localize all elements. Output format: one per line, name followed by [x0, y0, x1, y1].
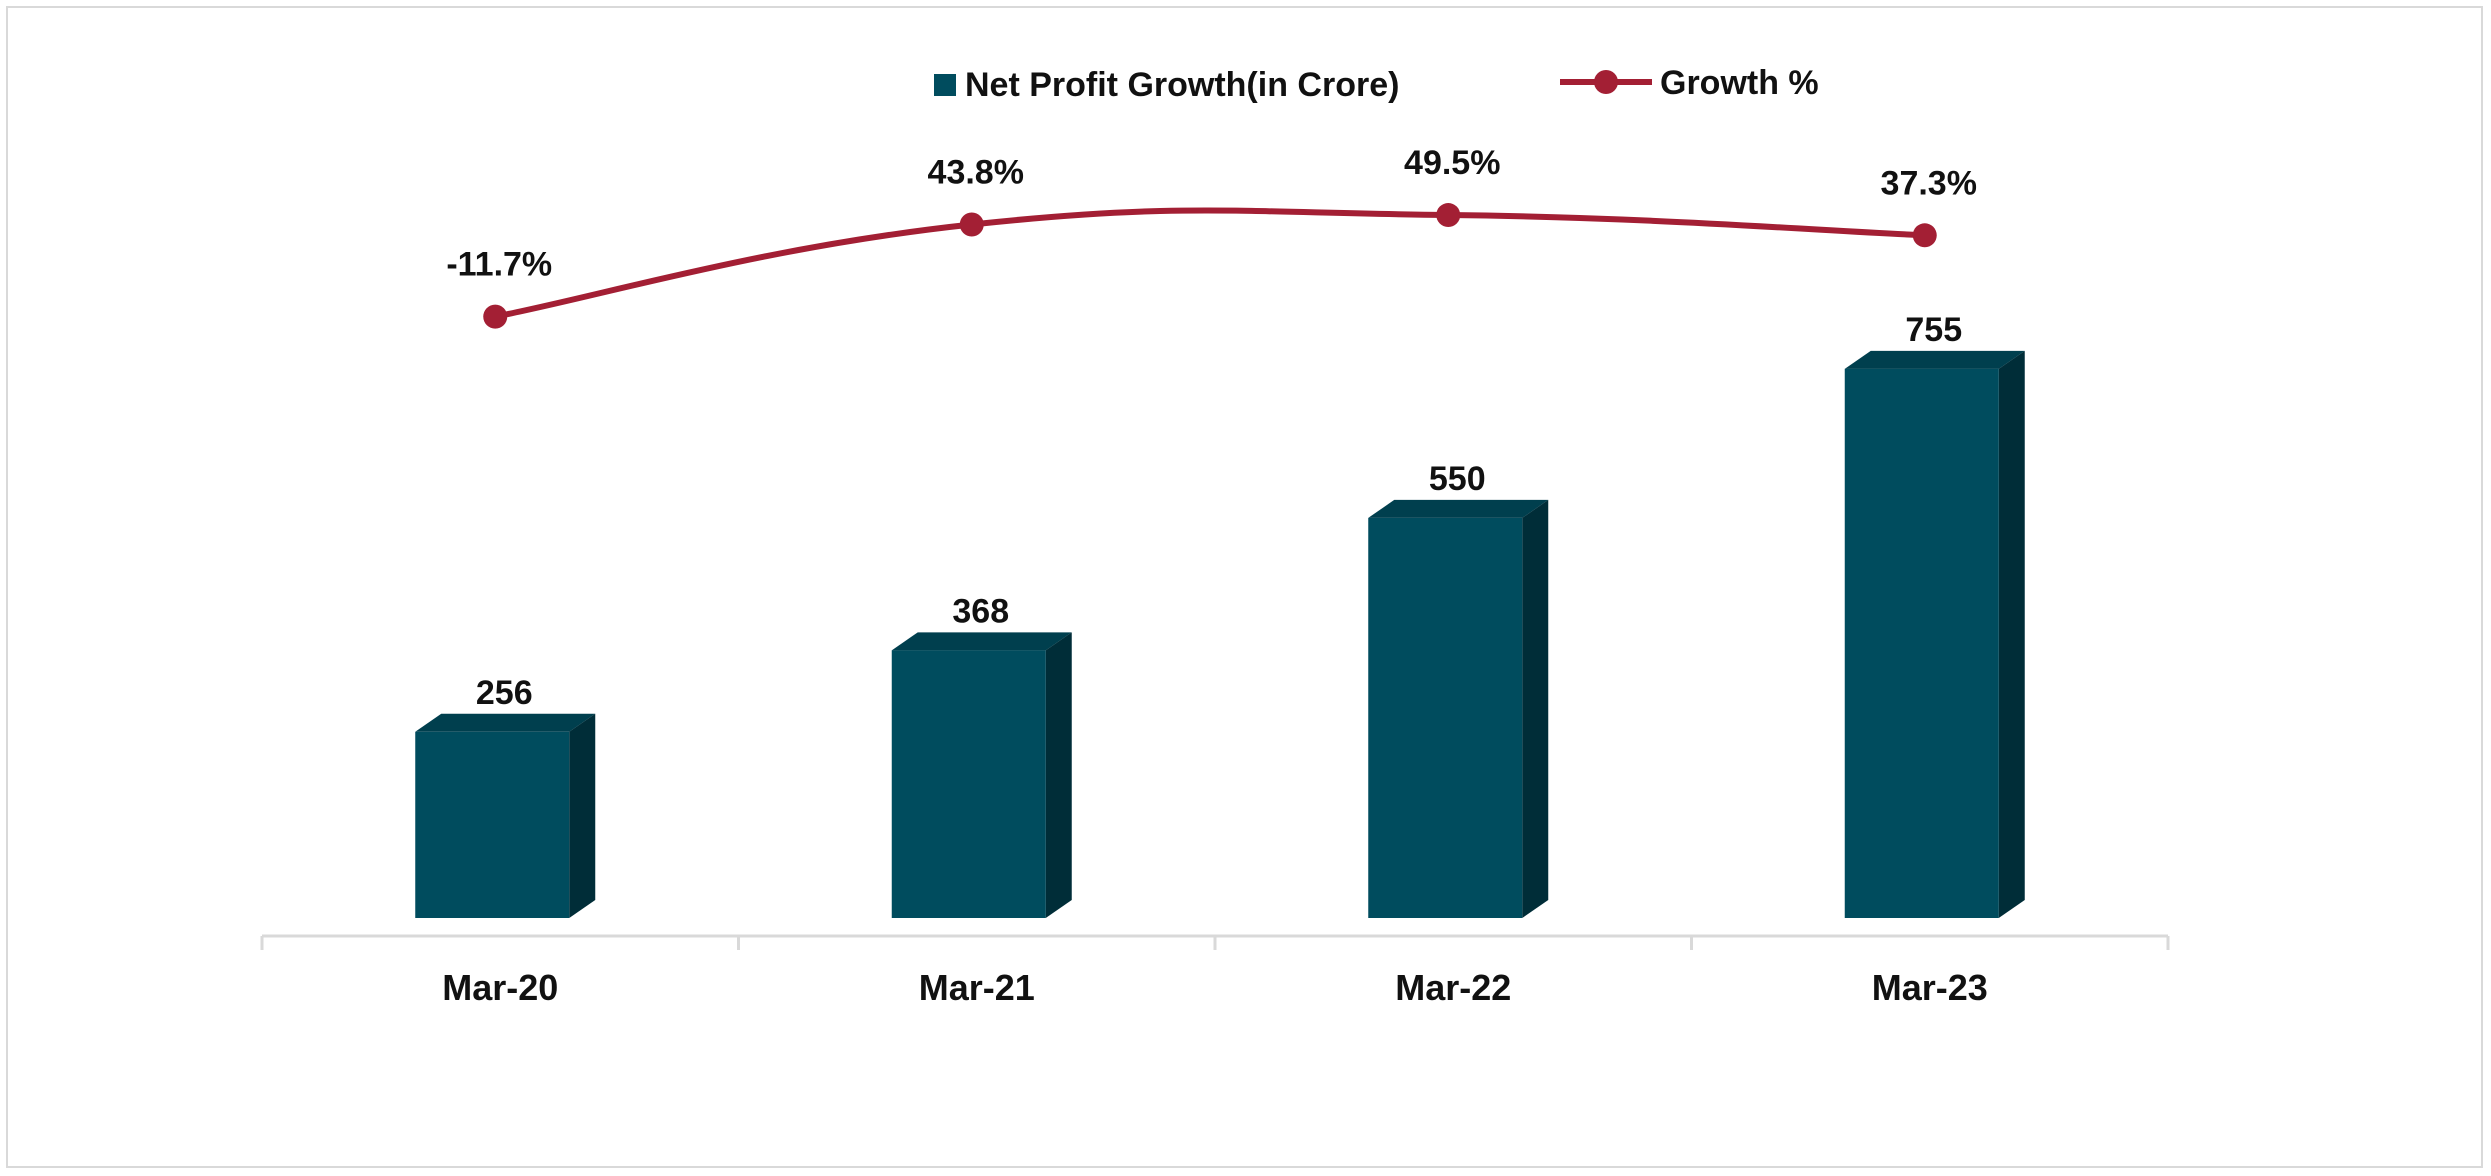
bar-top-face [1368, 499, 1549, 518]
bar-value-label: 368 [952, 592, 1009, 630]
bar [1844, 350, 2025, 918]
growth-value-label: 49.5% [1404, 144, 1500, 182]
bar-front-face [1844, 368, 1999, 918]
bar-side-face [1998, 350, 2025, 918]
data-labels: 256 Mar-20 368 Mar-21 550 Mar-22 755 Mar-23 -11.… [442, 144, 1988, 1008]
bar-side-face [1045, 632, 1072, 918]
growth-point [1436, 203, 1461, 228]
x-tick-label: Mar-23 [1872, 967, 1988, 1008]
growth-line [492, 207, 1928, 320]
growth-value-label: -11.7% [446, 246, 552, 284]
bar-side-face [1522, 499, 1549, 918]
x-tick-label: Mar-20 [442, 967, 558, 1008]
legend-swatch-net-profit [934, 74, 956, 96]
bar-top-face [1844, 350, 2025, 369]
chart-frame [6, 6, 2483, 1168]
bar-top-face [891, 632, 1072, 651]
growth-value-label: 37.3% [1881, 164, 1977, 202]
bar-value-label: 256 [476, 674, 533, 712]
bar-top-face [415, 713, 596, 732]
bar-front-face [415, 731, 570, 918]
legend-label-growth: Growth % [1660, 64, 1819, 102]
x-tick-label: Mar-21 [919, 967, 1035, 1008]
legend: Net Profit Growth(in Crore) Growth % [934, 64, 1819, 104]
bar-side-face [569, 713, 596, 918]
bar-value-label: 755 [1905, 311, 1962, 349]
bar-series [415, 350, 2025, 918]
x-tick-label: Mar-22 [1395, 967, 1511, 1008]
x-axis [260, 934, 2170, 950]
line-series [483, 203, 1937, 329]
bar [415, 713, 596, 918]
legend-marker-growth [1594, 70, 1618, 94]
bar [1368, 499, 1549, 918]
legend-label-net-profit: Net Profit Growth(in Crore) [965, 66, 1399, 104]
bar-front-face [891, 650, 1046, 918]
growth-point [483, 304, 508, 329]
growth-point [1912, 223, 1937, 248]
bar-value-label: 550 [1429, 460, 1486, 498]
growth-point [959, 212, 984, 237]
bar [891, 632, 1072, 918]
growth-value-label: 43.8% [928, 153, 1024, 191]
bar-front-face [1368, 517, 1523, 918]
